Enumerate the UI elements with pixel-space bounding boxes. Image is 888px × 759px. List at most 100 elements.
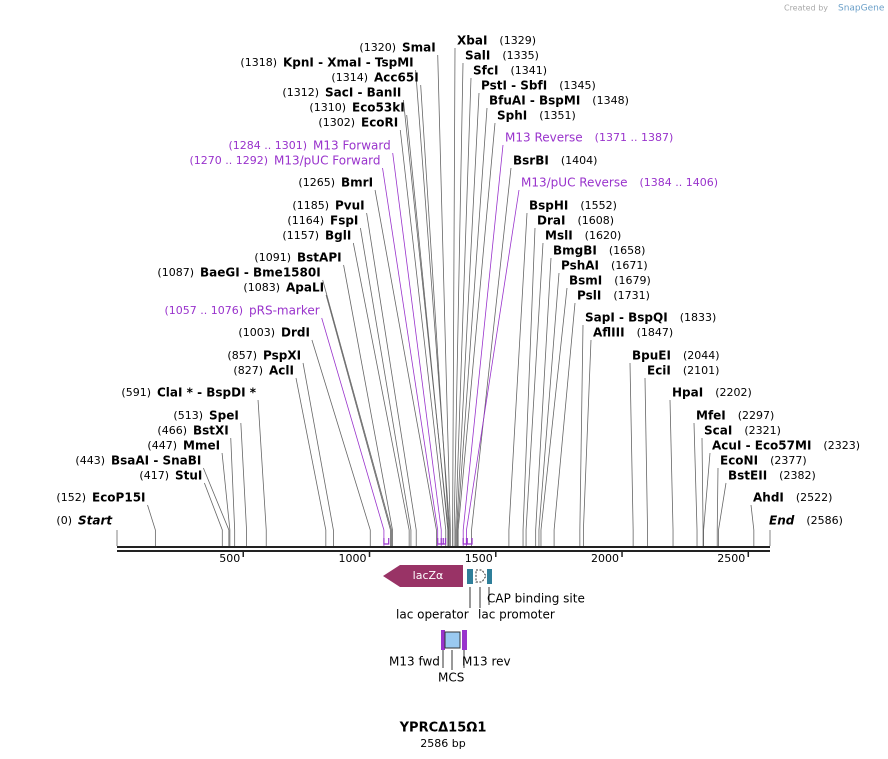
site-position: (1341) — [510, 64, 547, 77]
site-position: (1351) — [539, 109, 576, 122]
site-name: PvuI — [335, 199, 365, 213]
site-name: MslI — [545, 229, 573, 243]
site-name: ScaI — [704, 424, 732, 438]
site-position: (1164) — [287, 214, 324, 227]
leader-line — [717, 468, 718, 546]
site-name: EcoNI — [720, 454, 758, 468]
leader-line — [670, 400, 673, 546]
site-name: DrdI — [281, 326, 310, 340]
site-name: SfcI — [473, 64, 498, 78]
ruler-tick-label: 2500 — [717, 552, 745, 565]
site-name: MmeI — [183, 439, 220, 453]
leader-line — [393, 153, 442, 546]
site-name: PstI - SbfI — [481, 79, 547, 93]
site-name: BstXI — [193, 424, 229, 438]
leader-line — [751, 505, 754, 546]
site-name: BaeGI - Bme1580I — [200, 266, 321, 280]
site-name: EciI — [647, 364, 671, 378]
site-name: EcoP15I — [92, 491, 146, 505]
site-position: (1833) — [680, 311, 717, 324]
m13-rev-label: M13 rev — [462, 655, 511, 669]
site-position: (0) — [56, 514, 72, 527]
site-name: BsrBI — [513, 154, 549, 168]
mcs-box — [445, 632, 460, 648]
site-name: EcoRI — [361, 116, 398, 130]
site-name: SmaI — [402, 41, 436, 55]
site-name: BmrI — [341, 176, 373, 190]
title: YPRCΔ15Ω1 — [399, 721, 487, 736]
site-position: (1185) — [292, 199, 329, 212]
site-name: M13/pUC Forward — [274, 154, 381, 168]
site-position: (1731) — [613, 289, 650, 302]
leader-line — [523, 228, 535, 546]
site-position: (2377) — [770, 454, 807, 467]
leader-line — [303, 363, 333, 546]
site-position: (2323) — [823, 439, 860, 452]
ruler-tick-label: 1000 — [339, 552, 367, 565]
site-position: (1345) — [559, 79, 596, 92]
site-name: BglI — [325, 229, 351, 243]
site-position: (1679) — [614, 274, 651, 287]
leader-line — [554, 303, 575, 546]
site-name: SapI - BspQI — [585, 311, 668, 325]
site-position: (1335) — [502, 49, 539, 62]
site-position: (1671) — [611, 259, 648, 272]
site-position: (1329) — [499, 34, 536, 47]
feature-span — [438, 538, 444, 544]
site-name: XbaI — [457, 34, 487, 48]
site-position: (827) — [233, 364, 263, 377]
site-name: FspI — [330, 214, 358, 228]
ruler-tick-label: 2000 — [591, 552, 619, 565]
site-name: StuI — [175, 469, 202, 483]
site-name: BsmI — [569, 274, 602, 288]
leader-line — [539, 273, 559, 546]
site-position: (1057 .. 1076) — [164, 304, 243, 317]
site-position: (1003) — [238, 326, 275, 339]
site-position: (2586) — [806, 514, 843, 527]
site-name: SalI — [465, 49, 490, 63]
ruler-tick-label: 1500 — [465, 552, 493, 565]
site-name: M13/pUC Reverse — [521, 176, 628, 190]
site-name: ClaI * - BspDI * — [157, 386, 257, 400]
leader-line — [704, 453, 710, 546]
size: 2586 bp — [420, 737, 465, 750]
site-name: BsaAI - SnaBI — [111, 454, 201, 468]
site-position: (591) — [121, 386, 151, 399]
feature-span — [384, 538, 389, 544]
leader-line — [148, 505, 156, 546]
leader-line — [718, 483, 726, 546]
site-position: (1552) — [580, 199, 617, 212]
leader-line — [453, 48, 455, 546]
mcs-label: MCS — [438, 671, 464, 685]
site-position: (1371 .. 1387) — [595, 131, 674, 144]
site-position: (1384 .. 1406) — [640, 176, 719, 189]
site-position: (1087) — [157, 266, 194, 279]
leader-line — [472, 168, 511, 546]
site-position: (1265) — [298, 176, 335, 189]
site-name: End — [769, 514, 795, 528]
m13-fwd-box — [441, 630, 445, 650]
m13-fwd-label: M13 fwd — [389, 655, 440, 669]
leader-line — [258, 400, 266, 546]
site-name: SphI — [497, 109, 527, 123]
leader-line — [645, 378, 648, 546]
site-name: BmgBI — [553, 244, 597, 258]
site-name: PspXI — [263, 349, 301, 363]
credit: Created by — [784, 4, 828, 13]
leader-line — [580, 325, 583, 546]
site-position: (1318) — [240, 56, 277, 69]
ruler-tick-label: 500 — [219, 552, 240, 565]
site-position: (447) — [147, 439, 177, 452]
site-name: SpeI — [209, 409, 239, 423]
site-position: (1658) — [609, 244, 646, 257]
cap-box — [487, 569, 492, 584]
site-position: (1091) — [254, 251, 291, 264]
site-name: M13 Reverse — [505, 131, 583, 145]
site-position: (1312) — [282, 86, 319, 99]
site-name: AflIII — [593, 326, 625, 340]
site-name: BstAPI — [297, 251, 342, 265]
site-name: Acc65I — [374, 71, 419, 85]
lacz-label: lacZα — [413, 569, 444, 582]
site-position: (2044) — [683, 349, 720, 362]
